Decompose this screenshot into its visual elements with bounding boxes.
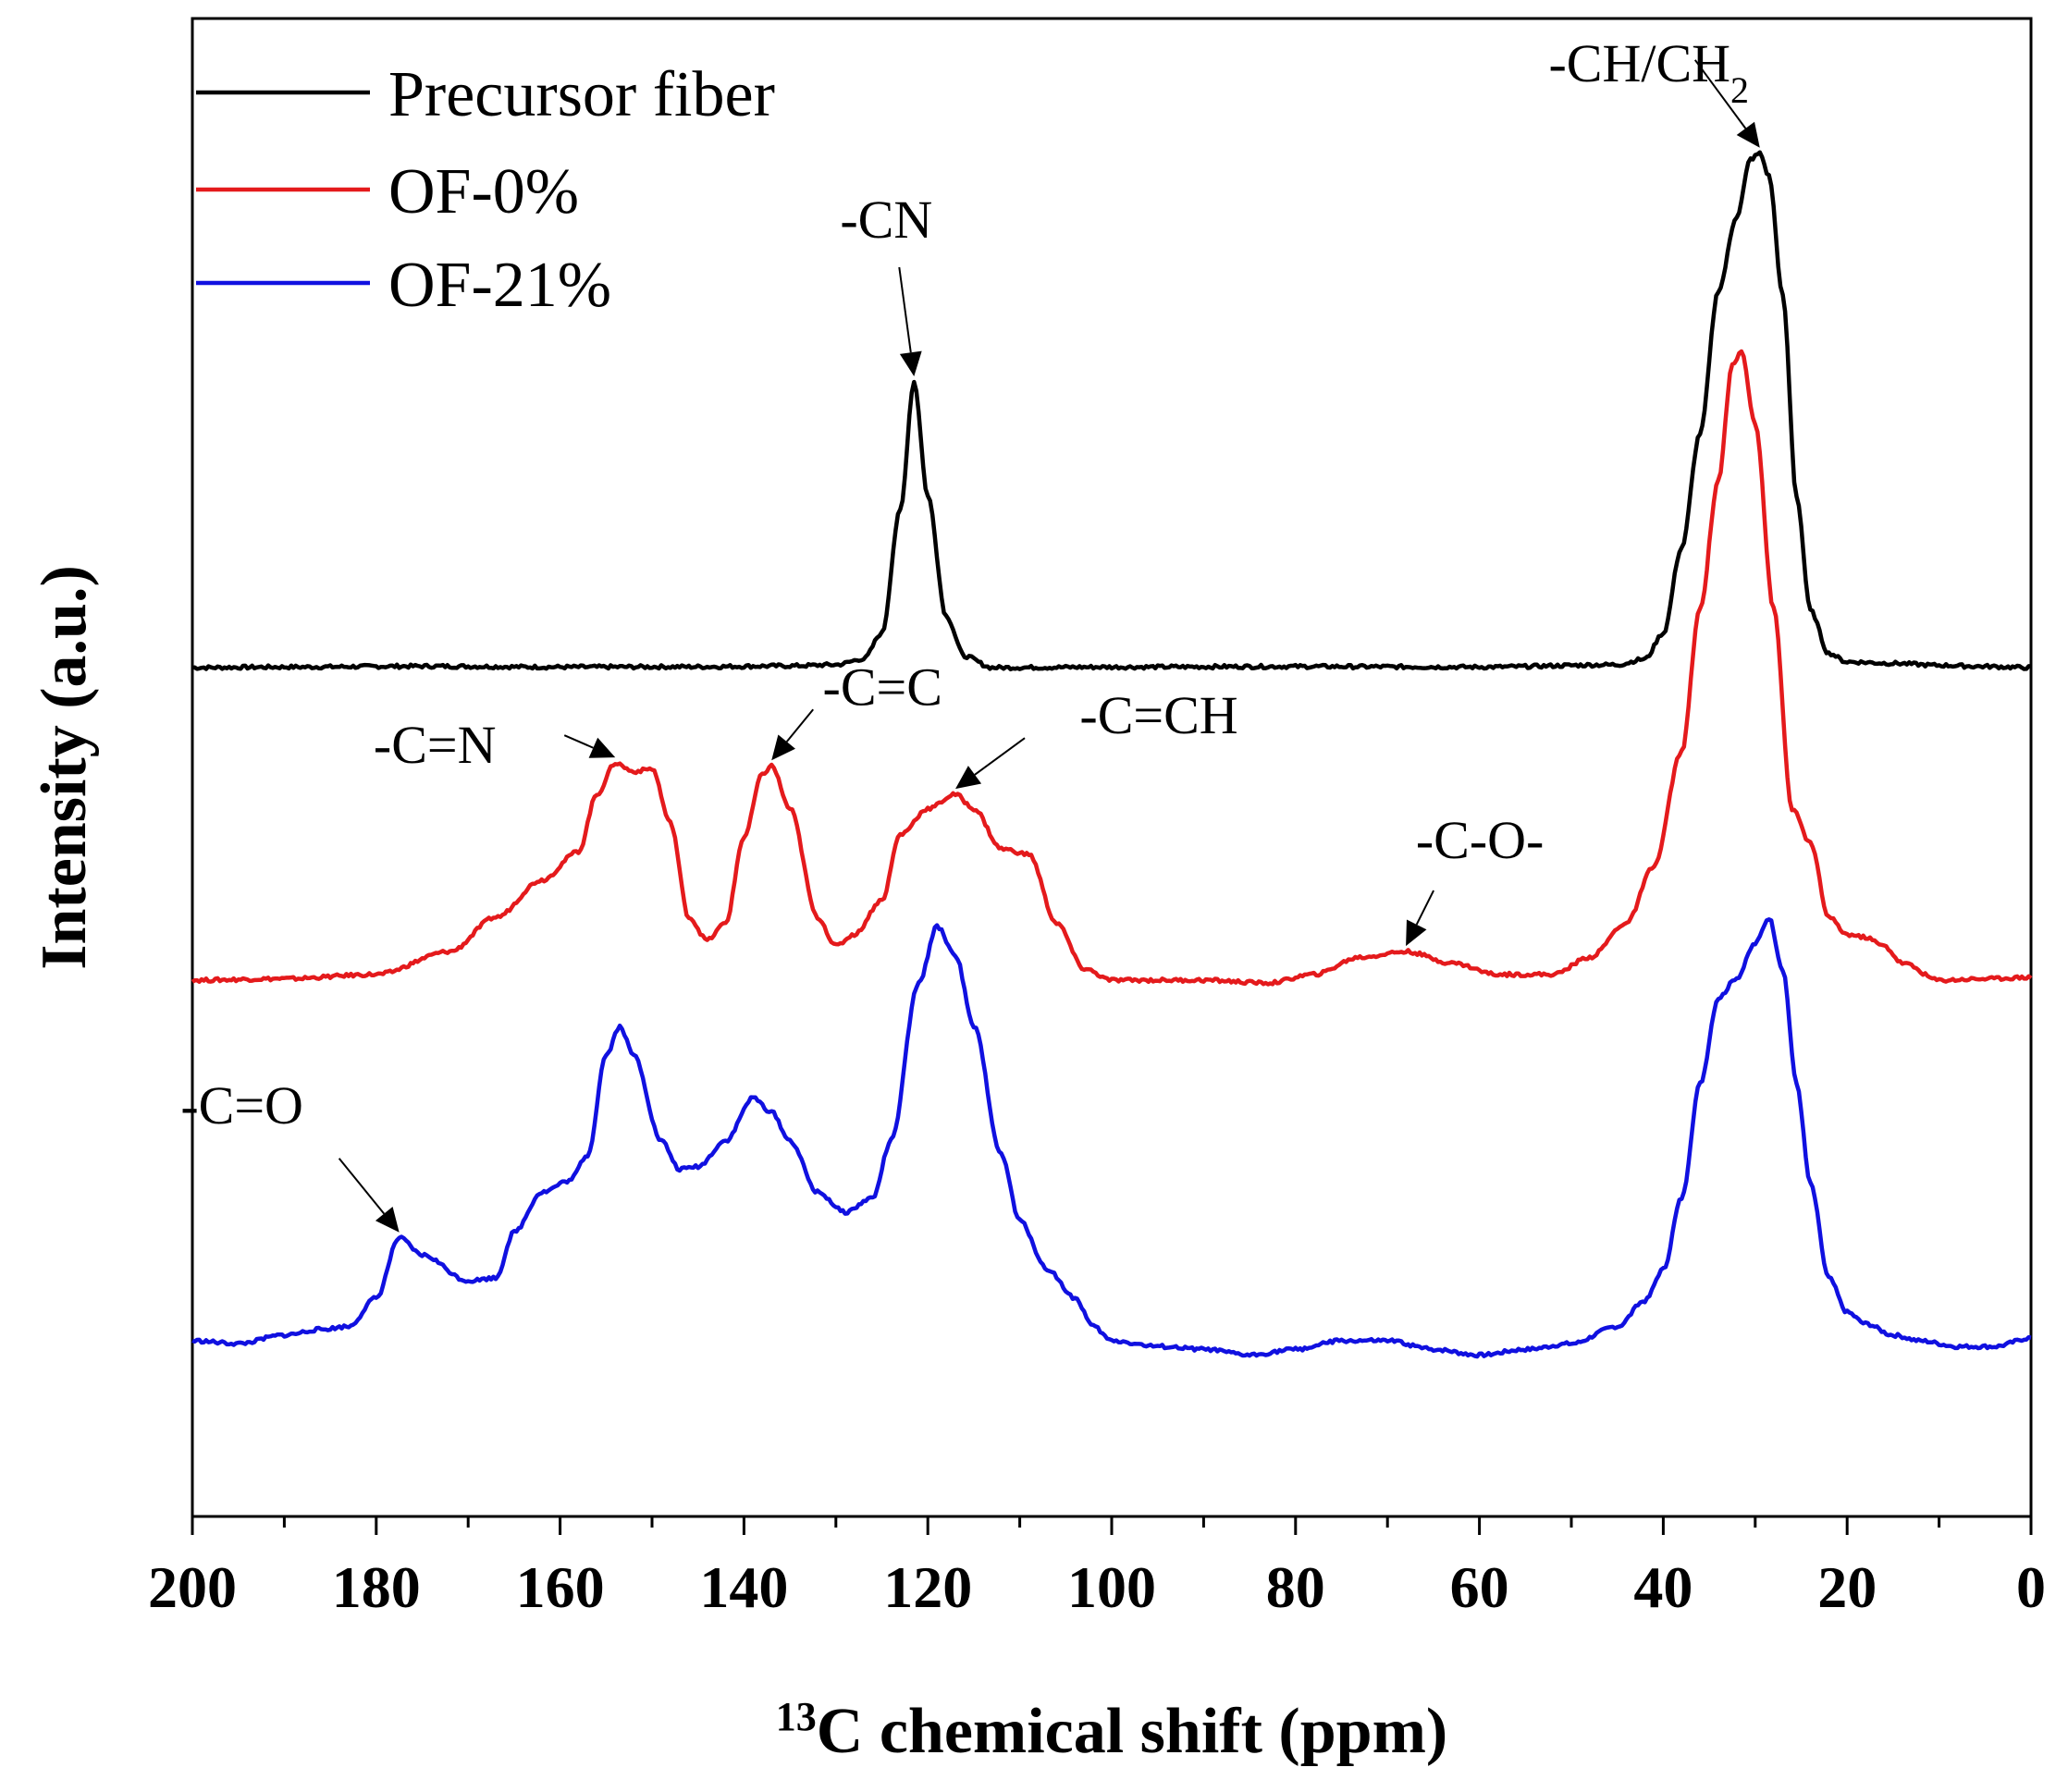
annotation-label-sub: 2 — [1730, 68, 1749, 110]
annotation-label: -CN — [840, 190, 932, 250]
annotation-arrowhead — [955, 766, 982, 790]
annotation-layer: -CN -CH/CH2 -C=N -C=C -C=CH -C-O- -C=O — [180, 33, 1760, 1233]
annotation-arrowhead — [771, 734, 795, 761]
annotation-label-text: -C=CH — [1079, 685, 1237, 745]
annotation-label-text: -C=O — [180, 1075, 303, 1135]
x-tick-label: 120 — [883, 1554, 972, 1620]
x-axis-title-sup: 13 — [776, 1694, 817, 1739]
x-axis: 200 180 160 140 120 100 80 60 40 20 0 — [148, 1516, 2046, 1620]
legend-label: Precursor fiber — [388, 59, 775, 130]
annotation-arrowhead — [375, 1207, 400, 1233]
x-tick-label: 100 — [1067, 1554, 1156, 1620]
annotation-label-text: -C=N — [374, 715, 497, 775]
annotation-arrow-line — [1415, 890, 1434, 926]
annotation-label: -C=C — [823, 657, 942, 717]
annotation-label-text: -CN — [840, 190, 932, 250]
annotation-arrow-line — [563, 734, 594, 749]
annotation-label-text: -C-O- — [1416, 810, 1545, 870]
annotation-arrowhead — [1736, 121, 1760, 148]
annotation-arrowhead — [1406, 919, 1427, 947]
x-tick-label: 140 — [699, 1554, 788, 1620]
annotation-label: -C=CH — [1079, 685, 1237, 745]
series-layer — [191, 150, 2033, 1359]
x-tick-label: 60 — [1450, 1554, 1509, 1620]
x-tick-label: 80 — [1266, 1554, 1325, 1620]
x-axis-title-main: C chemical shift (ppm) — [817, 1696, 1447, 1767]
x-tick-label: 20 — [1817, 1554, 1877, 1620]
x-tick-label: 180 — [332, 1554, 421, 1620]
legend: Precursor fiber OF-0% OF-21% — [196, 59, 775, 321]
x-tick-label: 160 — [516, 1554, 605, 1620]
y-axis-title: Intensity (a.u.) — [29, 565, 100, 970]
annotation-label-text: -CH/CH — [1548, 33, 1730, 93]
series-line-0 — [191, 150, 2032, 672]
annotation-arrow-line — [898, 266, 912, 353]
legend-label: OF-0% — [388, 156, 579, 227]
annotation-label: -C=N — [374, 715, 497, 775]
annotation-arrow-line — [974, 737, 1026, 776]
annotation-label: -CH/CH2 — [1548, 33, 1749, 111]
annotation-label: -C=O — [180, 1075, 303, 1135]
annotation-label: -C-O- — [1416, 810, 1545, 870]
x-axis-title: 13C chemical shift (ppm) — [776, 1694, 1447, 1768]
x-tick-label: 40 — [1633, 1554, 1693, 1620]
x-tick-label: 0 — [2016, 1554, 2046, 1620]
legend-label: OF-21% — [388, 250, 611, 321]
annotation-arrowhead — [899, 350, 922, 376]
annotation-arrow-line — [338, 1158, 386, 1215]
series-line-2 — [191, 917, 2032, 1359]
annotation-arrow-line — [785, 708, 814, 743]
annotation-arrowhead — [588, 737, 616, 758]
x-tick-label: 200 — [148, 1554, 237, 1620]
annotation-arrow-line — [1693, 59, 1747, 129]
series-line-1 — [191, 349, 2033, 987]
annotation-label-text: -C=C — [823, 657, 942, 717]
